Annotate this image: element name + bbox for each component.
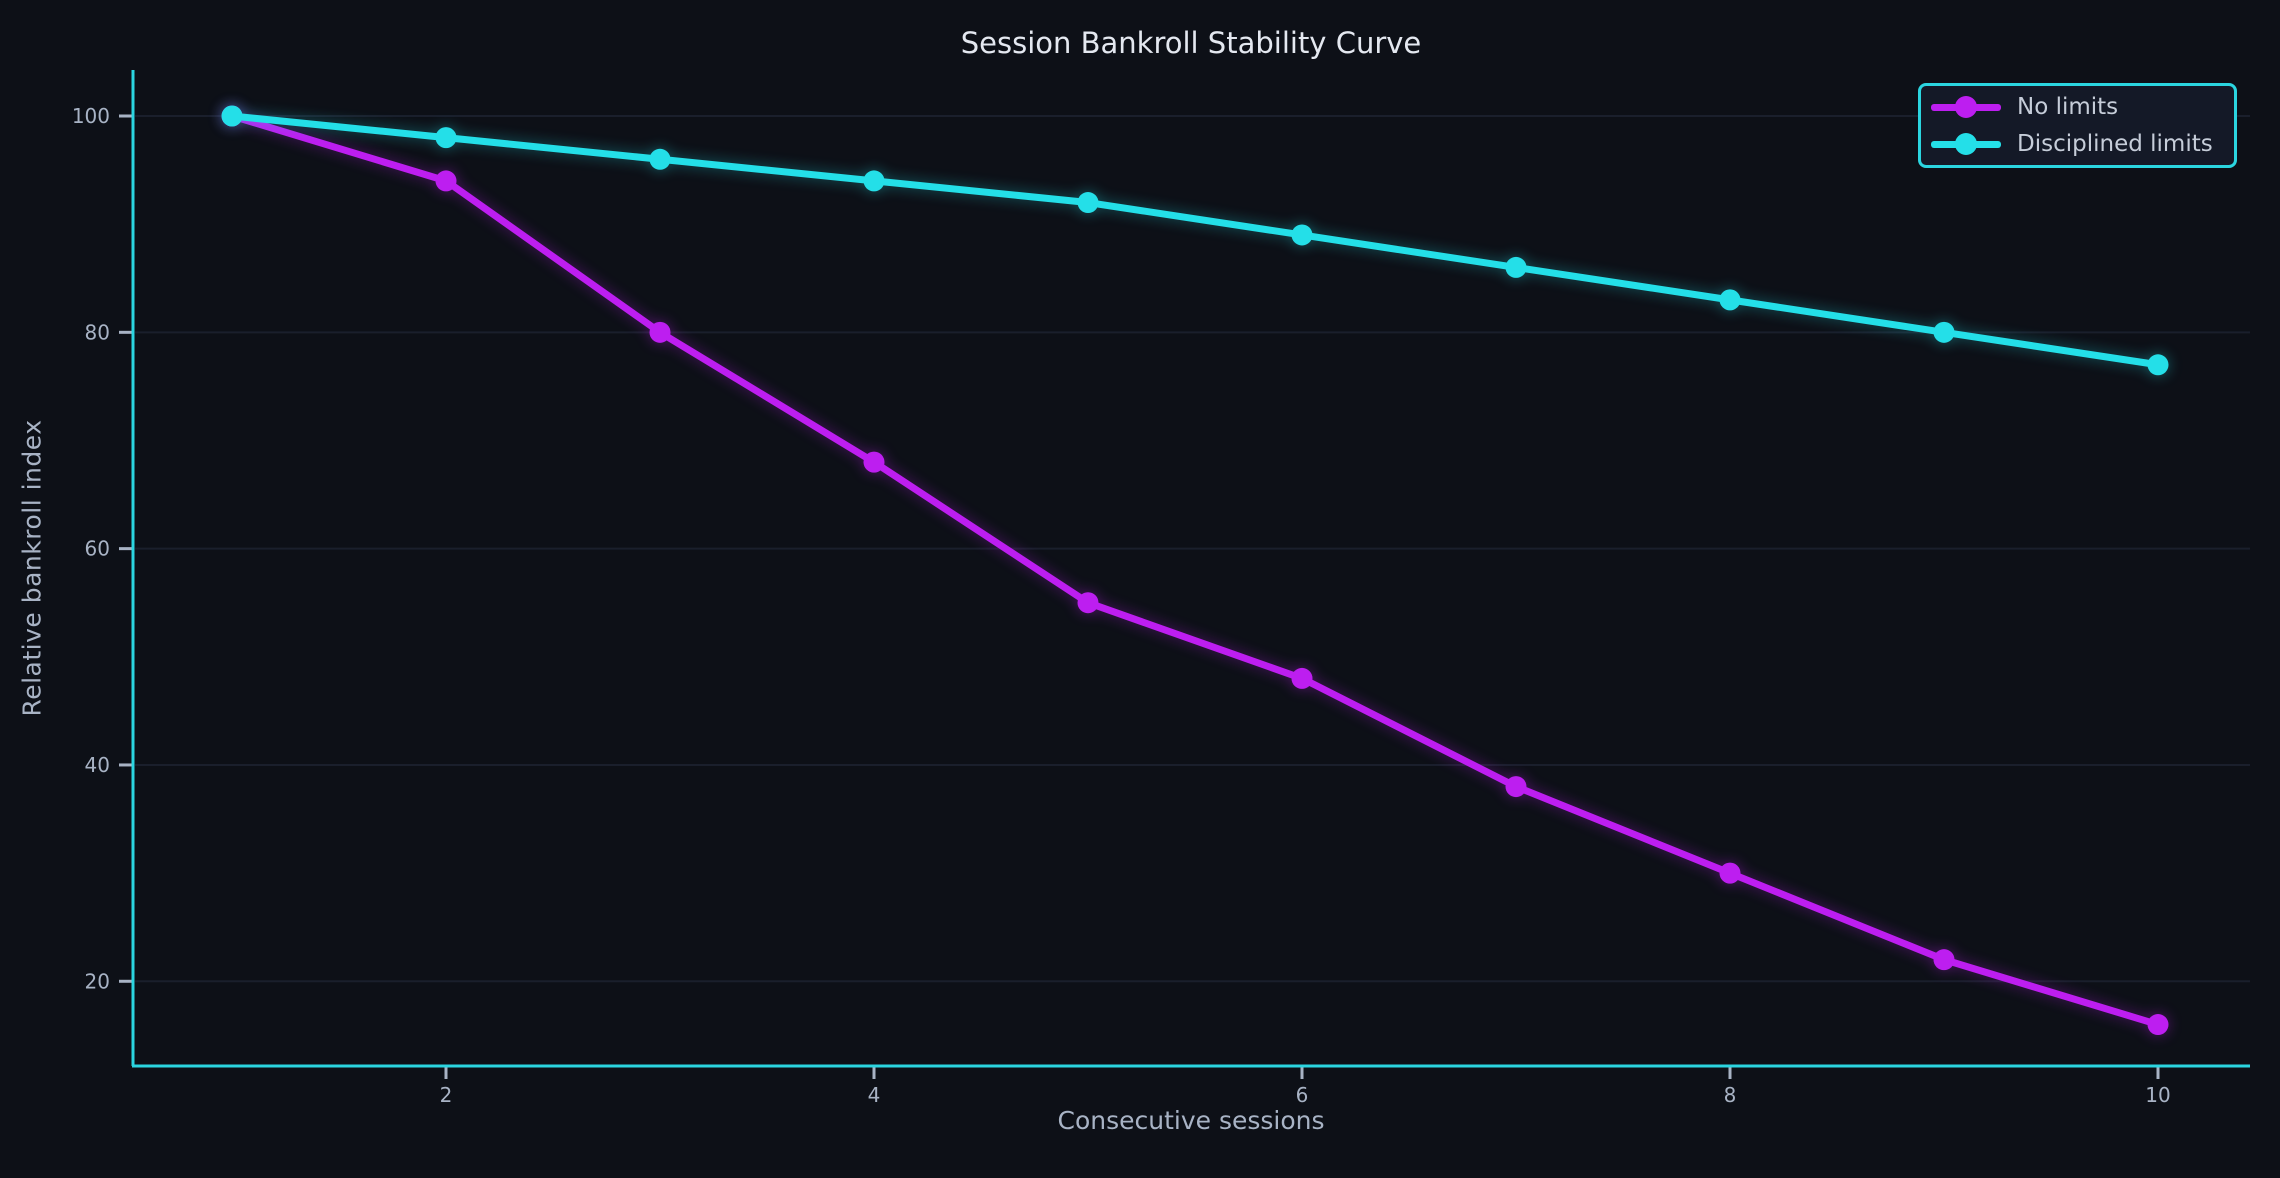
data-point-disciplined-limits bbox=[221, 105, 243, 127]
legend-label-no-limits: No limits bbox=[2017, 93, 2119, 120]
data-point-no-limits bbox=[2147, 1014, 2169, 1036]
data-point-no-limits bbox=[1719, 862, 1741, 884]
y-tick-label: 40 bbox=[85, 753, 110, 777]
data-point-disciplined-limits bbox=[1719, 289, 1741, 311]
x-tick-label: 6 bbox=[1296, 1083, 1309, 1107]
legend-item-no-limits: No limits bbox=[1931, 92, 2224, 122]
line-marker-icon bbox=[1931, 132, 2001, 156]
series-line-disciplined-limits bbox=[228, 112, 2162, 369]
y-tick-label: 60 bbox=[85, 537, 110, 561]
x-axis-label: Consecutive sessions bbox=[1057, 1106, 1325, 1135]
data-point-disciplined-limits bbox=[2147, 354, 2169, 376]
data-point-disciplined-limits bbox=[649, 148, 671, 170]
series-no-limits bbox=[221, 105, 2169, 1036]
series-line-no-limits bbox=[228, 112, 2162, 1029]
data-point-no-limits bbox=[1077, 592, 1099, 614]
legend-label-disciplined-limits: Disciplined limits bbox=[2017, 131, 2213, 158]
chart-title: Session Bankroll Stability Curve bbox=[960, 26, 1422, 60]
data-point-no-limits bbox=[649, 321, 671, 343]
series-disciplined-limits bbox=[221, 105, 2169, 376]
data-point-disciplined-limits bbox=[435, 127, 457, 149]
data-point-disciplined-limits bbox=[1505, 256, 1527, 278]
data-point-disciplined-limits bbox=[863, 170, 885, 192]
y-tick-label: 20 bbox=[85, 969, 110, 993]
line-marker-icon bbox=[1931, 95, 2001, 119]
x-tick-label: 4 bbox=[868, 1083, 881, 1107]
y-tick-label: 100 bbox=[72, 104, 110, 128]
y-tick-label: 80 bbox=[85, 320, 110, 344]
data-point-no-limits bbox=[863, 451, 885, 473]
data-point-disciplined-limits bbox=[1933, 321, 1955, 343]
data-point-no-limits bbox=[435, 170, 457, 192]
legend-item-disciplined-limits: Disciplined limits bbox=[1931, 130, 2224, 160]
data-point-disciplined-limits bbox=[1077, 192, 1099, 214]
legend: No limits Disciplined limits bbox=[1918, 83, 2237, 168]
x-tick-label: 10 bbox=[2145, 1083, 2170, 1107]
data-point-no-limits bbox=[1505, 776, 1527, 798]
data-point-no-limits bbox=[1933, 949, 1955, 971]
x-tick-label: 2 bbox=[440, 1083, 453, 1107]
y-axis-label: Relative bankroll index bbox=[17, 419, 47, 717]
x-tick-label: 8 bbox=[1724, 1083, 1737, 1107]
data-point-no-limits bbox=[1291, 667, 1313, 689]
data-point-disciplined-limits bbox=[1291, 224, 1313, 246]
